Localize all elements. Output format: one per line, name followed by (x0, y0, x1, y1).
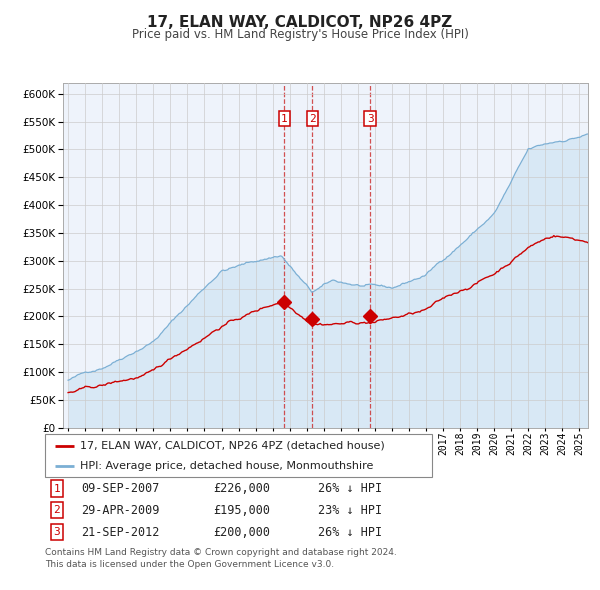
Text: 17, ELAN WAY, CALDICOT, NP26 4PZ (detached house): 17, ELAN WAY, CALDICOT, NP26 4PZ (detach… (80, 441, 385, 451)
Text: 2: 2 (53, 506, 61, 515)
Text: £200,000: £200,000 (213, 526, 270, 539)
Text: 26% ↓ HPI: 26% ↓ HPI (318, 482, 382, 495)
Text: 26% ↓ HPI: 26% ↓ HPI (318, 526, 382, 539)
Text: 3: 3 (367, 114, 374, 124)
Text: £226,000: £226,000 (213, 482, 270, 495)
Text: £195,000: £195,000 (213, 504, 270, 517)
Text: Contains HM Land Registry data © Crown copyright and database right 2024.: Contains HM Land Registry data © Crown c… (45, 548, 397, 557)
Text: 3: 3 (53, 527, 61, 537)
Text: 2: 2 (309, 114, 316, 124)
Text: 21-SEP-2012: 21-SEP-2012 (81, 526, 160, 539)
Text: This data is licensed under the Open Government Licence v3.0.: This data is licensed under the Open Gov… (45, 560, 334, 569)
Text: HPI: Average price, detached house, Monmouthshire: HPI: Average price, detached house, Monm… (80, 461, 373, 471)
Text: 1: 1 (281, 114, 288, 124)
Text: 29-APR-2009: 29-APR-2009 (81, 504, 160, 517)
Text: 23% ↓ HPI: 23% ↓ HPI (318, 504, 382, 517)
Text: 17, ELAN WAY, CALDICOT, NP26 4PZ: 17, ELAN WAY, CALDICOT, NP26 4PZ (148, 15, 452, 30)
Text: Price paid vs. HM Land Registry's House Price Index (HPI): Price paid vs. HM Land Registry's House … (131, 28, 469, 41)
Text: 09-SEP-2007: 09-SEP-2007 (81, 482, 160, 495)
Text: 1: 1 (53, 484, 61, 493)
FancyBboxPatch shape (45, 434, 432, 477)
